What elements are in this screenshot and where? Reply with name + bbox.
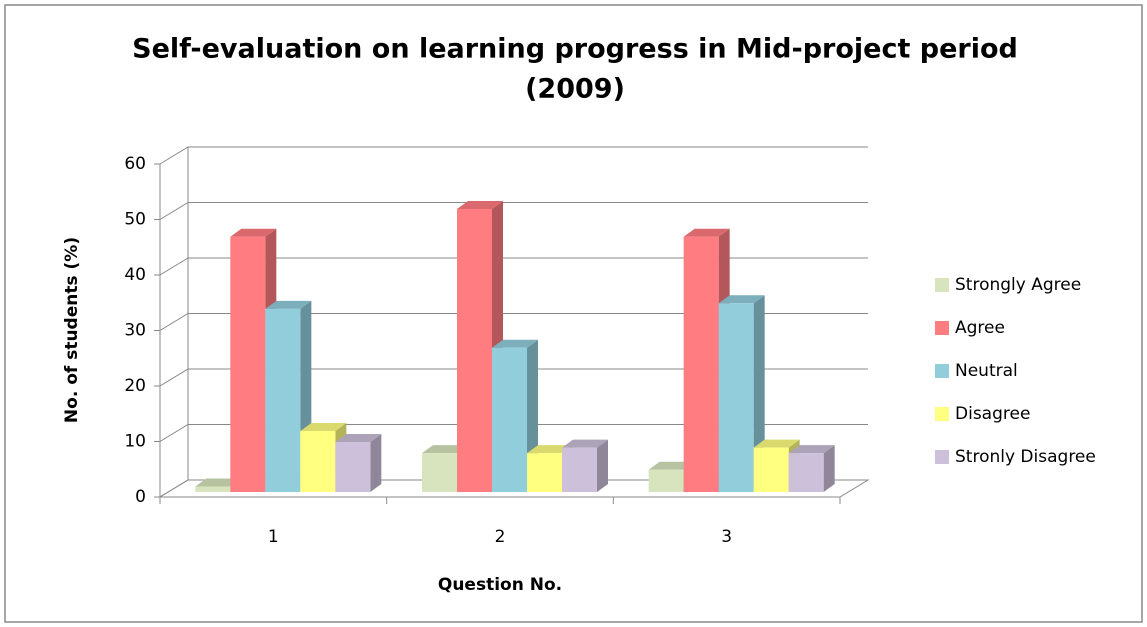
legend-label: Stronly Disagree xyxy=(955,447,1096,467)
bar-top xyxy=(335,434,382,443)
grid-line xyxy=(159,146,868,165)
x-tick-label: 3 xyxy=(721,527,732,547)
bar xyxy=(195,486,231,492)
y-tick-label: 20 xyxy=(124,376,146,396)
grid-line xyxy=(159,424,868,442)
bar xyxy=(300,430,336,492)
x-tick-label: 1 xyxy=(268,527,279,547)
bar-top xyxy=(265,300,312,309)
bar-top xyxy=(683,228,730,237)
y-tick-label: 50 xyxy=(124,210,146,230)
y-tick-label: 0 xyxy=(135,487,146,507)
bar xyxy=(265,308,301,492)
y-axis-label: No. of students (%) xyxy=(62,237,82,423)
bar-side xyxy=(823,445,835,492)
legend-swatch xyxy=(935,364,949,378)
legend-label: Strongly Agree xyxy=(955,275,1081,295)
bar-top xyxy=(527,445,573,454)
legend-label: Neutral xyxy=(955,361,1018,381)
bar xyxy=(492,347,527,492)
x-tick-label: 2 xyxy=(495,527,506,547)
grid-line xyxy=(159,202,868,220)
bar-side xyxy=(597,439,608,492)
bar-top xyxy=(648,461,695,470)
bar-top xyxy=(562,439,608,448)
bar-top xyxy=(195,478,242,487)
bar xyxy=(562,447,597,492)
bar-top xyxy=(300,422,347,431)
bar xyxy=(230,236,266,492)
legend-label: Agree xyxy=(955,318,1005,338)
chart-title: Self-evaluation on learning progress in … xyxy=(132,34,1018,65)
bar xyxy=(648,469,684,492)
bar xyxy=(718,303,754,492)
bar-top xyxy=(718,295,765,304)
bar-top xyxy=(492,339,538,348)
x-axis-label: Question No. xyxy=(438,575,562,595)
legend-swatch xyxy=(935,407,949,421)
chart-title: (2009) xyxy=(525,74,625,105)
bar-top xyxy=(753,439,800,448)
legend-swatch xyxy=(935,321,949,335)
y-tick-label: 30 xyxy=(124,321,146,341)
legend-swatch xyxy=(935,450,949,464)
bar xyxy=(422,453,457,492)
bar-side xyxy=(370,434,382,492)
bar xyxy=(683,236,719,492)
bar xyxy=(753,447,789,492)
bar xyxy=(788,453,824,492)
grid-line xyxy=(159,257,868,276)
legend-swatch xyxy=(935,278,949,292)
bar-top xyxy=(788,445,835,454)
y-tick-label: 40 xyxy=(124,265,146,285)
bar-top xyxy=(230,228,277,237)
bar xyxy=(457,208,492,492)
bar xyxy=(527,453,562,492)
bar-top xyxy=(457,200,503,209)
bar xyxy=(335,442,371,492)
y-tick-label: 10 xyxy=(124,432,146,452)
bar-top xyxy=(422,445,468,454)
grid-line xyxy=(159,368,868,387)
grid-line xyxy=(159,313,868,331)
grid-line xyxy=(159,479,868,498)
legend-label: Disagree xyxy=(955,404,1030,424)
y-tick-label: 60 xyxy=(124,154,146,174)
